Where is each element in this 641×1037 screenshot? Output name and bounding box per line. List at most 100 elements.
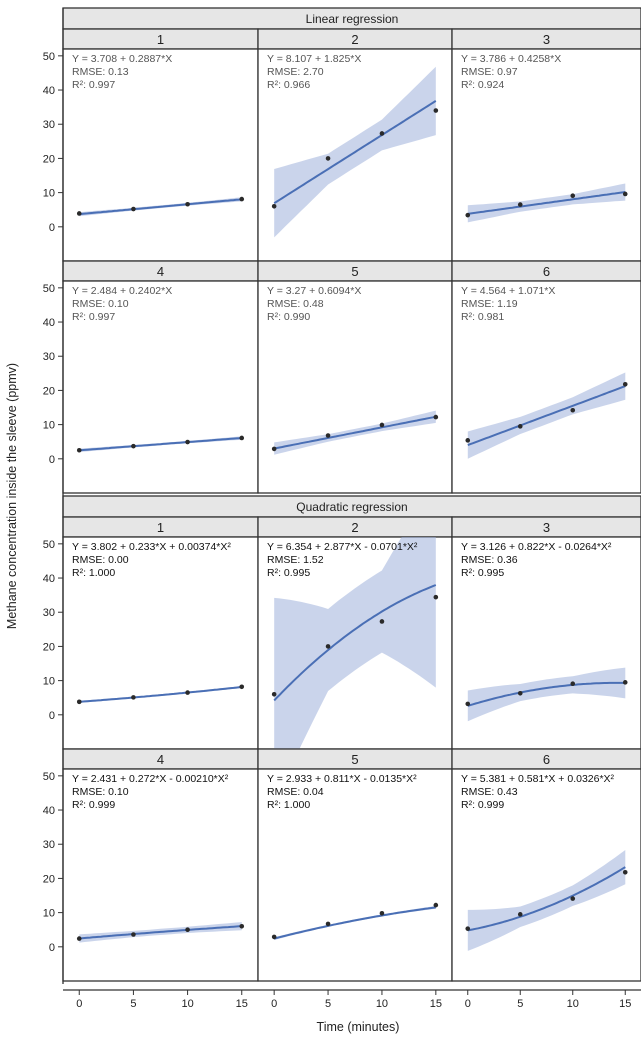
data-point [185,927,190,933]
data-point [465,701,471,707]
rmse-value: RMSE: 0.04 [267,786,324,798]
fit-line [467,681,626,707]
data-point [433,108,439,113]
data-point [517,424,523,429]
fit-line [273,584,437,702]
data-point [433,414,439,420]
data-point [622,680,628,685]
y-tick-label: 30 [43,351,55,363]
panel-frame [62,280,259,494]
x-tick-label: 10 [181,998,193,1010]
fit-line [467,866,626,932]
rmse-value: RMSE: 2.70 [267,66,324,78]
panel-plot-area [271,537,439,749]
r2-value: R²: 0.995 [267,567,310,579]
x-tick-label: 15 [619,998,631,1010]
rmse-value: RMSE: 0.43 [461,786,518,798]
panel-frame [451,48,641,262]
data-point [622,191,628,197]
y-tick-label: 30 [43,839,55,851]
regression-equation: Y = 8.107 + 1.825*X [267,53,361,65]
rmse-value: RMSE: 0.36 [461,554,518,566]
regression-equation: Y = 2.431 + 0.272*X - 0.00210*X² [72,773,229,785]
regression-equation: Y = 3.126 + 0.822*X - 0.0264*X² [461,541,612,553]
y-tick-label: 50 [43,283,55,295]
data-point [325,644,331,649]
data-point [570,193,576,198]
y-tick-label: 20 [43,153,55,165]
panel-label: 6 [543,264,550,279]
x-tick-label: 0 [465,998,471,1010]
rmse-value: RMSE: 1.52 [267,554,324,566]
regression-equation: Y = 3.802 + 0.233*X + 0.00374*X² [72,541,231,553]
y-tick-label: 10 [43,420,55,432]
regression-equation: Y = 2.933 + 0.811*X - 0.0135*X² [267,773,417,785]
panel-label: 3 [543,32,550,47]
confidence-band [467,667,626,722]
data-point [325,433,331,438]
data-point [517,912,523,917]
y-tick-label: 50 [43,51,55,63]
panel-label: 6 [543,752,550,767]
panel-plot-area [465,183,628,223]
panel-plot-area [271,902,439,940]
confidence-band [274,537,436,749]
regression-equation: Y = 3.708 + 0.2887*X [72,53,172,65]
rmse-value: RMSE: 0.10 [72,298,129,310]
y-tick-label: 0 [49,942,55,954]
data-point [570,407,576,413]
data-point [131,206,136,212]
data-point [239,435,245,441]
r2-value: R²: 0.990 [267,311,310,323]
x-tick-label: 5 [325,998,331,1010]
data-point [185,201,190,207]
y-tick-label: 10 [43,676,55,688]
rmse-value: RMSE: 0.97 [461,66,518,78]
data-point [131,932,136,937]
panel-plot-area [465,372,628,459]
r2-value: R²: 0.999 [72,799,115,811]
y-tick-label: 10 [43,188,55,200]
data-point [379,619,385,624]
panel-label: 4 [157,264,164,279]
data-point [622,869,628,875]
r2-value: R²: 1.000 [267,799,310,811]
y-tick-label: 40 [43,573,55,585]
panel-label: 1 [157,32,164,47]
r2-value: R²: 0.997 [72,79,115,91]
data-point [271,691,277,697]
regression-equation: Y = 3.786 + 0.4258*X [461,53,561,65]
panel-plot-area [465,850,628,951]
data-point [185,439,190,445]
regression-equation: Y = 5.381 + 0.581*X + 0.0326*X² [461,773,615,785]
y-tick-label: 30 [43,607,55,619]
fit-line [79,198,242,216]
data-point [239,923,245,929]
axes: 0102030405001020304050010203040500102030… [43,8,641,1010]
y-tick-label: 30 [43,119,55,131]
panel-plot-area [76,196,245,217]
y-tick-label: 50 [43,771,55,783]
x-tick-label: 15 [430,998,442,1010]
y-tick-label: 20 [43,641,55,653]
panel-plot-area [465,667,628,722]
data-point [76,211,82,216]
panel-frame [62,536,259,750]
data-point [76,447,82,453]
data-point [465,438,471,443]
panel-label: 5 [351,264,358,279]
panel-label: 2 [351,520,358,535]
data-point [570,896,576,901]
panel-label: 3 [543,520,550,535]
data-point [465,926,471,931]
panel-frame [257,280,453,494]
fit-line [274,415,437,450]
x-tick-label: 15 [236,998,248,1010]
